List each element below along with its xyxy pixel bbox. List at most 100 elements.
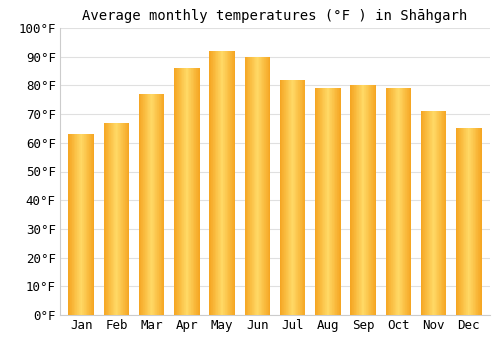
Bar <box>388 88 389 315</box>
Bar <box>151 94 152 315</box>
Bar <box>283 80 284 315</box>
Bar <box>80 134 81 315</box>
Bar <box>82 134 83 315</box>
Bar <box>316 88 317 315</box>
Bar <box>246 57 248 315</box>
Bar <box>410 88 411 315</box>
Bar <box>471 128 472 315</box>
Bar <box>187 68 188 315</box>
Bar <box>226 51 228 315</box>
Bar <box>463 128 464 315</box>
Bar <box>198 68 199 315</box>
Bar <box>355 85 356 315</box>
Bar <box>73 134 74 315</box>
Bar <box>197 68 198 315</box>
Bar <box>183 68 184 315</box>
Bar <box>399 88 400 315</box>
Bar <box>367 85 368 315</box>
Bar <box>295 80 296 315</box>
Bar <box>268 57 269 315</box>
Bar <box>362 85 363 315</box>
Bar <box>320 88 321 315</box>
Bar <box>286 80 287 315</box>
Bar <box>424 111 425 315</box>
Bar <box>250 57 251 315</box>
Bar <box>372 85 374 315</box>
Bar <box>470 128 471 315</box>
Bar <box>251 57 252 315</box>
Bar <box>364 85 365 315</box>
Bar <box>389 88 390 315</box>
Bar <box>323 88 324 315</box>
Bar <box>89 134 90 315</box>
Bar <box>337 88 338 315</box>
Bar <box>319 88 320 315</box>
Bar <box>149 94 150 315</box>
Bar <box>156 94 157 315</box>
Bar <box>440 111 442 315</box>
Bar <box>285 80 286 315</box>
Bar <box>406 88 408 315</box>
Bar <box>317 88 318 315</box>
Bar <box>396 88 397 315</box>
Bar <box>215 51 216 315</box>
Bar <box>281 80 282 315</box>
Bar <box>181 68 182 315</box>
Bar <box>338 88 340 315</box>
Bar <box>437 111 438 315</box>
Bar <box>394 88 396 315</box>
Bar <box>435 111 436 315</box>
Bar <box>432 111 433 315</box>
Bar <box>210 51 211 315</box>
Bar <box>302 80 303 315</box>
Bar <box>356 85 357 315</box>
Bar <box>267 57 268 315</box>
Bar <box>331 88 332 315</box>
Bar <box>256 57 257 315</box>
Bar <box>84 134 85 315</box>
Bar <box>424 111 426 315</box>
Bar <box>140 94 141 315</box>
Bar <box>402 88 403 315</box>
Bar <box>395 88 396 315</box>
Bar <box>160 94 161 315</box>
Bar <box>287 80 288 315</box>
Bar <box>467 128 468 315</box>
Bar <box>141 94 142 315</box>
Bar <box>249 57 250 315</box>
Bar <box>120 123 121 315</box>
Bar <box>124 123 126 315</box>
Title: Average monthly temperatures (°F ) in Shāhgarh: Average monthly temperatures (°F ) in Sh… <box>82 9 468 23</box>
Bar <box>479 128 480 315</box>
Bar <box>227 51 228 315</box>
Bar <box>109 123 110 315</box>
Bar <box>284 80 285 315</box>
Bar <box>426 111 428 315</box>
Bar <box>318 88 319 315</box>
Bar <box>289 80 290 315</box>
Bar <box>176 68 178 315</box>
Bar <box>108 123 109 315</box>
Bar <box>392 88 394 315</box>
Bar <box>474 128 476 315</box>
Bar <box>365 85 366 315</box>
Bar <box>354 85 355 315</box>
Bar <box>176 68 177 315</box>
Bar <box>69 134 70 315</box>
Bar <box>231 51 232 315</box>
Bar <box>297 80 298 315</box>
Bar <box>234 51 235 315</box>
Bar <box>315 88 316 315</box>
Bar <box>301 80 302 315</box>
Bar <box>288 80 289 315</box>
Bar <box>368 85 369 315</box>
Bar <box>233 51 234 315</box>
Bar <box>464 128 465 315</box>
Bar <box>282 80 283 315</box>
Bar <box>222 51 223 315</box>
Bar <box>158 94 160 315</box>
Bar <box>445 111 446 315</box>
Bar <box>326 88 328 315</box>
Bar <box>468 128 469 315</box>
Bar <box>194 68 195 315</box>
